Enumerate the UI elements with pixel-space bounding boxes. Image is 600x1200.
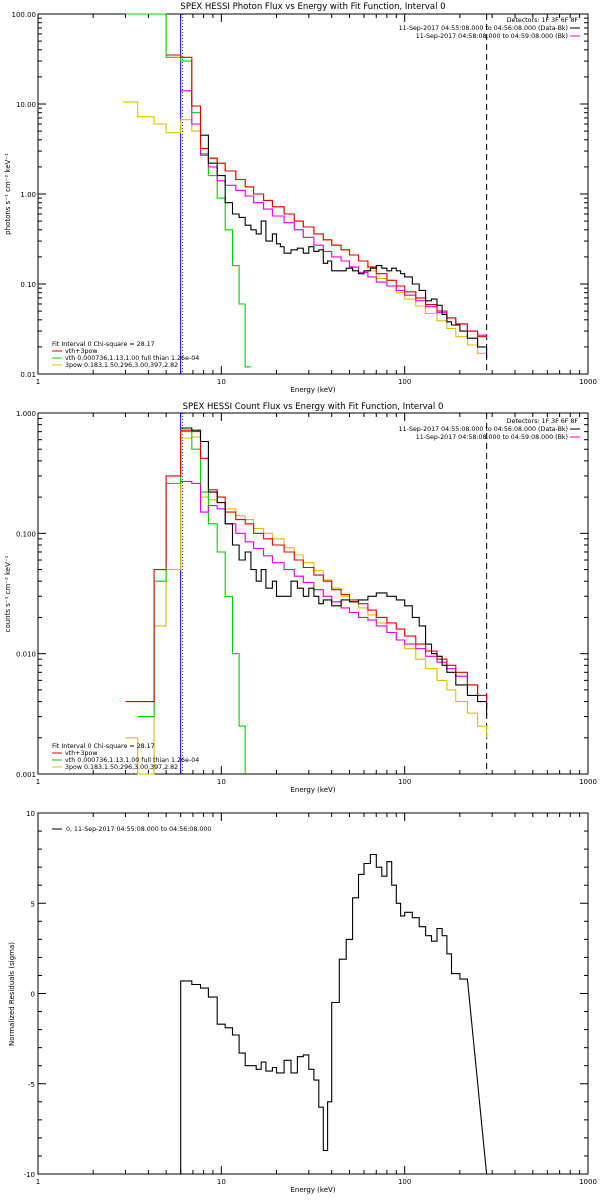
- photon-ytick-label: 10.00: [16, 101, 36, 109]
- residual-ytick-label: -10: [24, 1171, 35, 1179]
- residual-panel: 1 10 100 1000 -10 -5 0 5 10 Energy (keV) Normali…: [8, 810, 597, 1194]
- count-title: SPEX HESSI Count Flux vs Energy with Fit…: [183, 402, 444, 412]
- count-axis-ticks: 1 10 100 1000 0.001 0.010 0.100 1.000: [16, 410, 597, 786]
- residual-ytick-label: 0: [31, 991, 35, 999]
- count-series: [125, 413, 488, 775]
- photon-fit-header: Fit Interval 0 Chi-square = 28.17: [52, 341, 155, 348]
- photon-xtick-label: 1: [36, 378, 40, 386]
- photon-xlabel: Energy (keV): [290, 386, 335, 394]
- count-xtick-label: 10: [217, 778, 226, 786]
- residual-ylabel: Normalized Residuals (sigma): [8, 942, 16, 1046]
- residual-series-line: [180, 853, 488, 1175]
- photon-series-vth-3pow: [166, 54, 487, 338]
- residual-ytick-label: -5: [28, 1081, 35, 1089]
- residual-axis-ticks: 1 10 100 1000 -10 -5 0 5 10: [24, 810, 597, 1186]
- count-xlabel: Energy (keV): [290, 786, 335, 794]
- count-ytick-label: 0.100: [16, 530, 36, 538]
- photon-fit-line-3: 3pow 0.183,1.50,296,3.00,397,2.82: [65, 362, 178, 369]
- residual-xtick-label: 10: [217, 1178, 226, 1186]
- photon-xtick-label: 10: [217, 378, 226, 386]
- residual-ytick-label: 5: [31, 900, 35, 908]
- residual-xtick-label: 1: [36, 1178, 40, 1186]
- count-header-3: 11-Sep-2017 04:58:08.000 to 04:59:08.000…: [416, 434, 568, 441]
- count-fit-header: Fit Interval 0 Chi-square = 28.17: [52, 743, 155, 750]
- photon-title: SPEX HESSI Photon Flux vs Energy with Fi…: [180, 2, 445, 12]
- count-fit-line-3: 3pow 0.183,1.50,296,3.00,397,2.82: [65, 764, 178, 771]
- photon-ylabel: photons s⁻¹ cm⁻² keV⁻¹: [4, 153, 12, 235]
- count-header-2: 11-Sep-2017 04:55:08.000 to 04:56:08.000…: [399, 426, 568, 433]
- photon-fit-line-2: vth 0.000736,1.13,1.00 full thian 1.26e-…: [65, 355, 199, 362]
- residual-ytick-label: 10: [26, 810, 35, 818]
- photon-fit-line-1: vth+3pow: [65, 348, 97, 355]
- photon-series: [122, 13, 488, 374]
- residual-xtick-label: 1000: [579, 1178, 597, 1186]
- photon-ytick-label: 1.00: [20, 191, 36, 199]
- residual-series: [180, 853, 488, 1175]
- photon-panel: SPEX HESSI Photon Flux vs Energy with Fi…: [4, 2, 597, 394]
- photon-header-3: 11-Sep-2017 04:58:08.000 to 04:59:08.000…: [416, 33, 568, 40]
- residual-xlabel: Energy (keV): [290, 1186, 335, 1194]
- residual-xtick-label: 100: [398, 1178, 411, 1186]
- photon-series-vth: [125, 13, 251, 368]
- count-fit-line-1: vth+3pow: [65, 750, 97, 757]
- count-series-vth-3pow: [125, 429, 488, 703]
- photon-ytick-label: 0.10: [20, 281, 36, 289]
- photon-series-data-bk: [200, 134, 488, 359]
- photon-xtick-label: 1000: [579, 378, 597, 386]
- count-ytick-label: 0.001: [16, 771, 36, 779]
- count-header-1: Detectors: 1F 3F 6F 8F: [507, 418, 579, 425]
- count-plot-frame: [37, 412, 589, 775]
- count-panel: SPEX HESSI Count Flux vs Energy with Fit…: [4, 402, 597, 794]
- count-ytick-label: 0.010: [16, 651, 36, 659]
- count-xtick-label: 1000: [579, 778, 597, 786]
- photon-xtick-label: 100: [398, 378, 411, 386]
- count-ytick-label: 1.000: [16, 410, 36, 418]
- photon-ytick-label: 100.00: [12, 11, 37, 19]
- photon-ytick-label: 0.01: [20, 371, 36, 379]
- residual-legend: 0, 11-Sep-2017 04:55:08.000 to 04:56:08.…: [66, 826, 211, 833]
- count-xtick-label: 1: [36, 778, 40, 786]
- count-ylabel: counts s⁻¹ cm⁻² keV⁻¹: [4, 555, 12, 632]
- count-xtick-label: 100: [398, 778, 411, 786]
- photon-header-1: Detectors: 1F 3F 6F 8F: [507, 17, 579, 24]
- count-fit-line-2: vth 0.000736,1.13,1.00 full thian 1.26e-…: [65, 757, 199, 764]
- photon-header-2: 11-Sep-2017 04:55:08.000 to 04:56:08.000…: [399, 25, 568, 32]
- count-series-data-bk: [180, 427, 488, 717]
